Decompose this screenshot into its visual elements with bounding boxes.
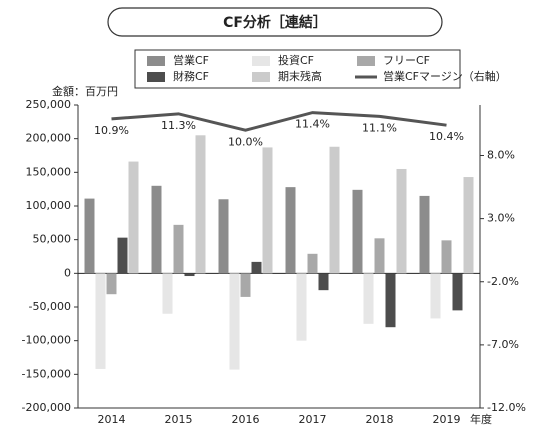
legend-label: フリーCF xyxy=(383,54,430,67)
y-tick-label: 0 xyxy=(64,266,71,279)
bar xyxy=(128,161,139,274)
bar xyxy=(117,237,128,274)
data-label: 10.0% xyxy=(228,135,263,148)
bar xyxy=(262,147,273,274)
y-axis-label: 金額：百万円 xyxy=(52,84,118,98)
y2-tick-label: -12.0% xyxy=(487,401,526,414)
legend-label: 投資CF xyxy=(278,53,314,67)
legend-swatch xyxy=(252,72,270,82)
bar xyxy=(251,261,262,274)
bar xyxy=(385,273,396,328)
bar xyxy=(84,198,95,274)
bar xyxy=(162,273,173,314)
y-tick-label: 200,000 xyxy=(26,132,72,145)
y-tick-label: 150,000 xyxy=(26,165,72,178)
x-axis-label: 年度 xyxy=(470,412,492,426)
bar xyxy=(184,273,195,277)
bar xyxy=(329,146,340,274)
y2-tick-label: 3.0% xyxy=(487,212,515,225)
bar xyxy=(430,273,441,319)
bar xyxy=(285,187,296,274)
line xyxy=(111,111,447,132)
bar xyxy=(441,240,452,274)
bar xyxy=(352,189,363,274)
legend-swatch xyxy=(252,56,270,66)
y-tick-label: 50,000 xyxy=(33,233,72,246)
x-tick-label: 2014 xyxy=(98,413,126,426)
x-tick-label: 2015 xyxy=(165,413,193,426)
bar xyxy=(396,168,407,274)
x-tick-label: 2016 xyxy=(232,413,260,426)
chart-title: CF分析［連結］ xyxy=(223,14,327,31)
bar xyxy=(452,273,463,311)
x-tick-label: 2018 xyxy=(366,413,394,426)
bar xyxy=(240,273,251,297)
legend-label: 期末残高 xyxy=(278,69,322,83)
y-tick-label: -50,000 xyxy=(29,300,71,313)
data-label: 11.4% xyxy=(295,118,330,131)
bar xyxy=(173,224,184,274)
y-tick-label: -150,000 xyxy=(22,367,71,380)
legend-swatch xyxy=(147,72,165,82)
y-tick-label: -100,000 xyxy=(22,334,71,347)
y2-tick-label: -2.0% xyxy=(487,275,519,288)
y-tick-label: -200,000 xyxy=(22,401,71,414)
y2-tick-label: -7.0% xyxy=(487,338,519,351)
bar xyxy=(229,273,240,370)
legend-label: 営業CFマージン（右軸） xyxy=(383,69,507,83)
bar xyxy=(95,273,106,369)
y2-tick-label: 8.0% xyxy=(487,149,515,162)
data-label: 10.4% xyxy=(429,130,464,143)
title-box xyxy=(107,7,443,37)
bar xyxy=(419,195,430,274)
bar xyxy=(307,253,318,274)
bar xyxy=(318,273,329,291)
data-label: 10.9% xyxy=(94,124,129,137)
bar xyxy=(296,273,307,341)
x-tick-label: 2017 xyxy=(299,413,327,426)
bar xyxy=(151,185,162,274)
bar xyxy=(195,135,206,274)
legend-swatch xyxy=(147,56,165,66)
bar xyxy=(363,273,374,324)
legend-label: 財務CF xyxy=(173,69,209,83)
bar xyxy=(106,273,117,295)
legend-swatch xyxy=(357,56,375,66)
legend-label: 営業CF xyxy=(173,53,209,67)
x-tick-label: 2019 xyxy=(433,413,461,426)
legend-box xyxy=(134,49,461,89)
bar xyxy=(374,238,385,274)
data-label: 11.3% xyxy=(161,119,196,132)
y-tick-label: 100,000 xyxy=(26,199,72,212)
bar xyxy=(218,199,229,274)
y-tick-label: 250,000 xyxy=(26,98,72,111)
bar xyxy=(463,177,474,274)
data-label: 11.1% xyxy=(362,121,397,134)
